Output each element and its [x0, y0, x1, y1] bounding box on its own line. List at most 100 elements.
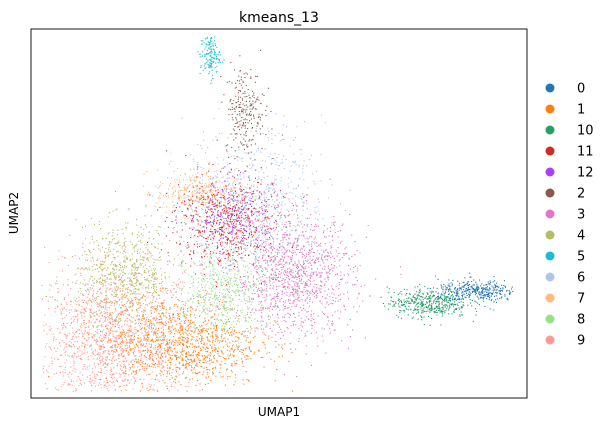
- data-point: [98, 382, 100, 384]
- data-point: [100, 311, 102, 313]
- data-point: [118, 276, 120, 278]
- data-point: [79, 378, 81, 380]
- data-point: [280, 258, 282, 260]
- data-point: [130, 379, 132, 381]
- data-point: [87, 376, 89, 378]
- data-point: [310, 275, 312, 277]
- data-point: [344, 253, 346, 255]
- data-point: [162, 374, 164, 376]
- data-point: [135, 370, 137, 372]
- data-point: [212, 361, 214, 363]
- data-point: [87, 300, 89, 302]
- data-point: [216, 337, 218, 339]
- data-point: [309, 249, 311, 251]
- data-point: [188, 351, 190, 353]
- data-point: [133, 339, 135, 341]
- data-point: [152, 258, 154, 260]
- data-point: [144, 324, 146, 326]
- data-point: [301, 247, 303, 249]
- data-point: [59, 354, 61, 356]
- data-point: [194, 371, 196, 373]
- data-point: [355, 265, 357, 267]
- data-point: [201, 287, 203, 289]
- data-point: [245, 340, 247, 342]
- data-point: [70, 318, 72, 320]
- data-point: [125, 255, 127, 257]
- data-point: [120, 314, 122, 316]
- data-point: [164, 349, 166, 351]
- data-point: [105, 255, 107, 257]
- data-point: [226, 309, 228, 311]
- data-point: [206, 293, 208, 295]
- data-point: [184, 322, 186, 324]
- data-point: [217, 351, 219, 353]
- data-point: [313, 292, 315, 294]
- data-point: [297, 298, 299, 300]
- data-point: [159, 315, 161, 317]
- data-point: [250, 350, 252, 352]
- data-point: [174, 320, 176, 322]
- data-point: [271, 282, 273, 284]
- data-point: [277, 193, 279, 195]
- data-point: [331, 236, 333, 238]
- data-point: [131, 253, 133, 255]
- data-point: [132, 266, 134, 268]
- data-point: [134, 323, 136, 325]
- data-point: [324, 284, 326, 286]
- data-point: [135, 277, 137, 279]
- data-point: [143, 339, 145, 341]
- data-point: [164, 336, 166, 338]
- data-point: [98, 310, 100, 312]
- data-point: [50, 357, 52, 359]
- data-point: [182, 373, 184, 375]
- data-point: [139, 264, 141, 266]
- data-point: [161, 342, 163, 344]
- data-point: [253, 297, 255, 299]
- data-point: [314, 243, 316, 245]
- data-point: [105, 285, 107, 287]
- data-point: [102, 357, 104, 359]
- data-point: [206, 256, 208, 258]
- data-point: [220, 319, 222, 321]
- data-point: [94, 366, 96, 368]
- data-point: [68, 382, 70, 384]
- data-point: [65, 351, 67, 353]
- data-point: [223, 305, 225, 307]
- data-point: [172, 314, 174, 316]
- data-point: [174, 317, 176, 319]
- data-point: [182, 359, 184, 361]
- data-point: [154, 308, 156, 310]
- data-point: [248, 307, 250, 309]
- data-point: [197, 300, 199, 302]
- data-point: [108, 250, 110, 252]
- data-point: [165, 355, 167, 357]
- data-point: [203, 342, 205, 344]
- data-point: [128, 313, 130, 315]
- data-point: [148, 327, 150, 329]
- data-point: [316, 290, 318, 292]
- data-point: [148, 358, 150, 360]
- data-point: [210, 317, 212, 319]
- data-point: [266, 324, 268, 326]
- data-point: [47, 371, 49, 373]
- data-point: [275, 296, 277, 298]
- data-point: [129, 302, 131, 304]
- data-point: [120, 332, 122, 334]
- data-point: [159, 357, 161, 359]
- data-point: [60, 311, 62, 313]
- data-point: [236, 220, 238, 222]
- data-point: [167, 346, 169, 348]
- data-point: [182, 261, 184, 263]
- data-point: [162, 313, 164, 315]
- data-point: [146, 365, 148, 367]
- data-point: [339, 260, 341, 262]
- data-point: [283, 259, 285, 261]
- data-point: [247, 379, 249, 381]
- data-point: [137, 272, 139, 274]
- data-point: [128, 329, 130, 331]
- data-point: [162, 329, 164, 331]
- data-point: [117, 355, 119, 357]
- data-point: [281, 293, 283, 295]
- data-point: [212, 337, 214, 339]
- data-point: [236, 359, 238, 361]
